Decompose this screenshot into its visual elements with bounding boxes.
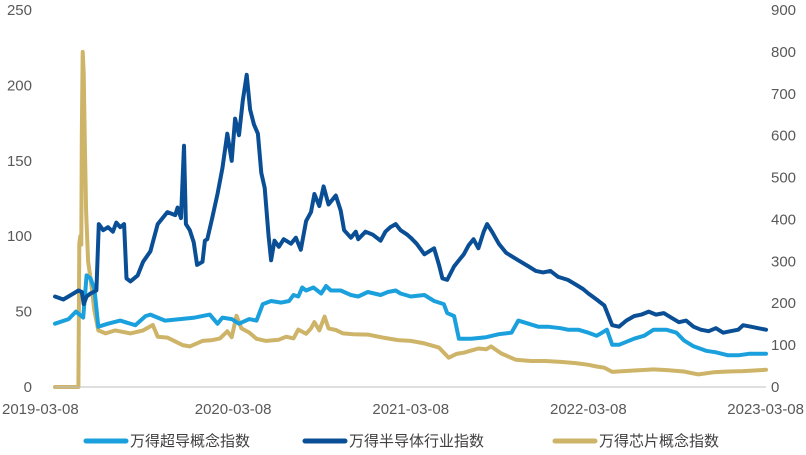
left-axis-ticks: 0 50 100 150 200 250 (7, 2, 32, 396)
x-tick-label: 2023-03-08 (727, 401, 804, 418)
left-tick-label: 50 (15, 304, 32, 321)
legend-label: 万得超导概念指数 (130, 432, 250, 450)
left-tick-label: 0 (24, 379, 32, 396)
right-tick-label: 200 (771, 295, 796, 312)
x-tick-label: 2020-03-08 (195, 401, 272, 418)
right-tick-label: 400 (771, 211, 796, 228)
right-axis-ticks: 0 100 200 300 400 500 600 700 800 900 (771, 2, 796, 396)
x-tick-label: 2022-03-08 (550, 401, 627, 418)
right-tick-label: 900 (771, 2, 796, 19)
right-tick-label: 800 (771, 44, 796, 61)
x-tick-label: 2021-03-08 (372, 401, 449, 418)
right-tick-label: 600 (771, 128, 796, 145)
right-tick-label: 300 (771, 253, 796, 270)
legend-label: 万得芯片概念指数 (599, 432, 719, 450)
right-tick-label: 100 (771, 337, 796, 354)
left-tick-label: 200 (7, 77, 32, 94)
right-tick-label: 700 (771, 86, 796, 103)
x-tick-label: 2019-03-08 (2, 401, 79, 418)
legend: 万得超导概念指数 万得半导体行业指数 万得芯片概念指数 (83, 432, 719, 450)
left-tick-label: 150 (7, 153, 32, 170)
x-axis-ticks: 2019-03-08 2020-03-08 2021-03-08 2022-03-08… (2, 401, 804, 418)
series-line-2 (53, 49, 768, 389)
legend-label: 万得半导体行业指数 (349, 432, 484, 450)
left-tick-label: 100 (7, 228, 32, 245)
series-line-1 (53, 72, 768, 335)
left-tick-label: 250 (7, 2, 32, 19)
right-tick-label: 0 (771, 379, 779, 396)
right-tick-label: 500 (771, 170, 796, 187)
series-layer (53, 49, 768, 389)
series-line-0 (53, 273, 768, 358)
